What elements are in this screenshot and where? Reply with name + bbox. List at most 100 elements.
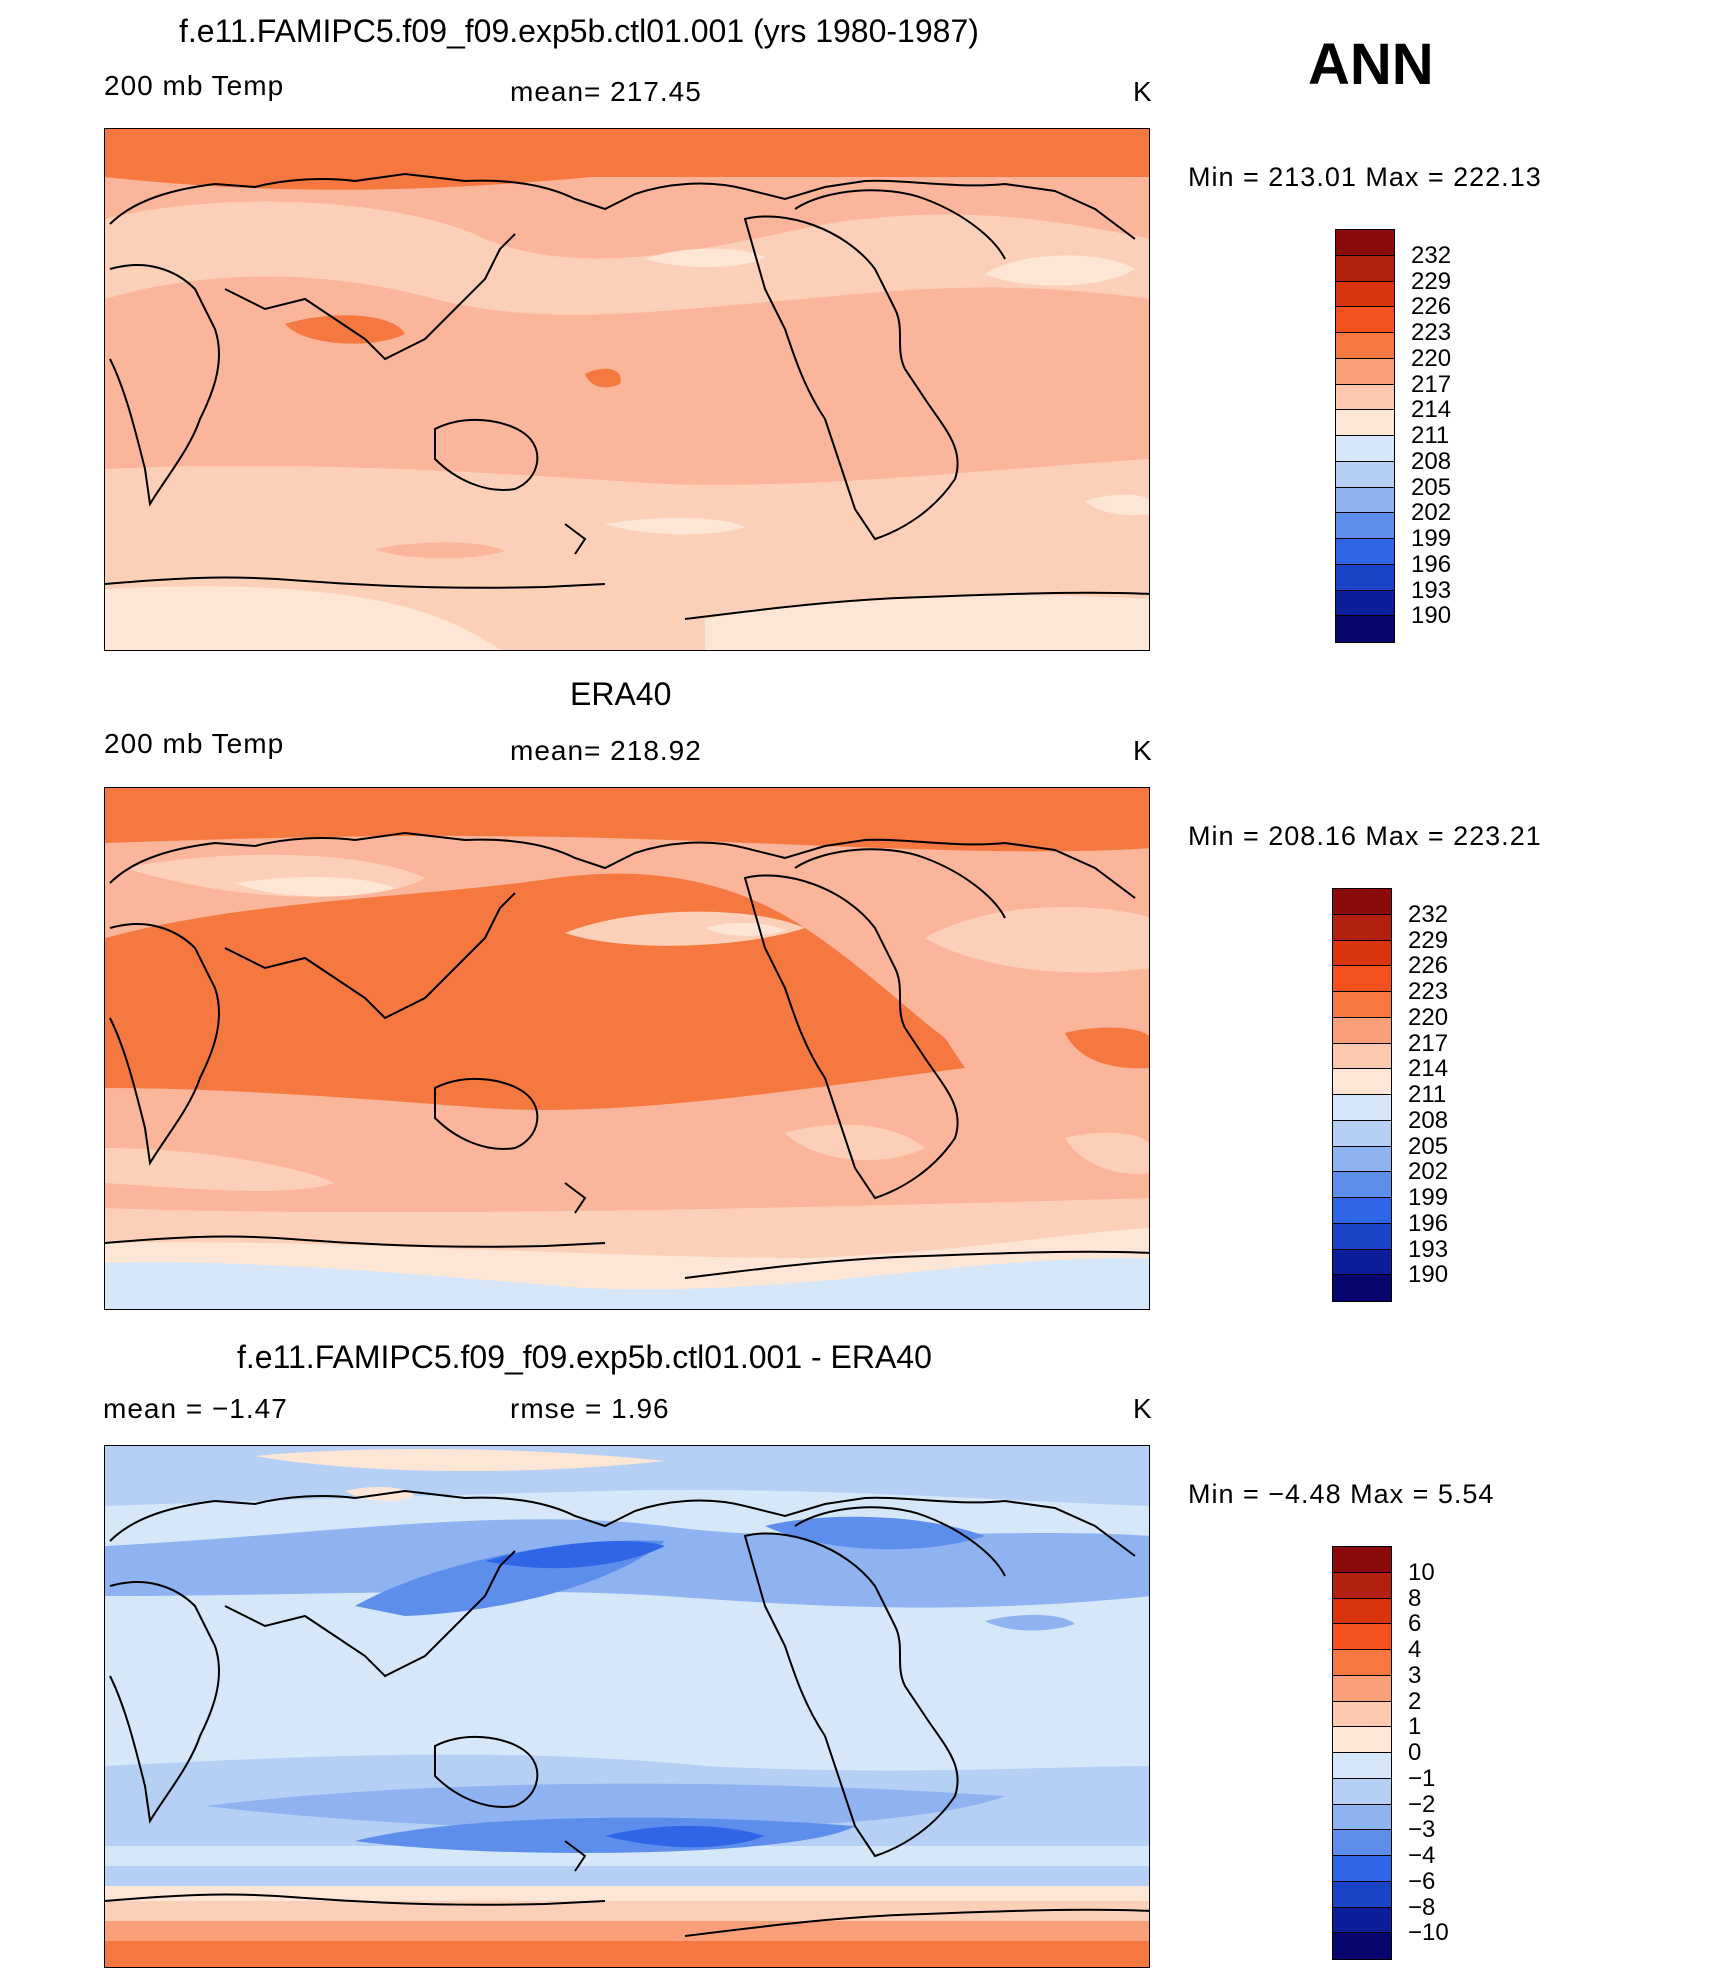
colorbar-swatch [1332,1068,1392,1096]
colorbar-tick-label: 217 [1408,1029,1449,1057]
colorbar-tick-label: 2 [1408,1687,1422,1715]
panel3-rmse: rmse = 1.96 [510,1393,670,1424]
colorbar-tick-label: 214 [1408,1055,1449,1083]
colorbar-swatch [1332,1094,1392,1122]
colorbar-swatch [1332,1546,1392,1574]
colorbar-tick-label: 190 [1411,602,1452,630]
colorbar-swatch [1332,1623,1392,1651]
colorbar-swatch [1332,1752,1392,1780]
panel2-title: ERA40 [570,676,672,712]
colorbar-swatch [1332,1700,1392,1728]
colorbar-tick-label: 0 [1408,1739,1422,1766]
colorbar-swatch [1332,1855,1392,1883]
panel2-map [104,787,1150,1310]
colorbar-tick-label: 211 [1408,1081,1447,1108]
colorbar-tick-label: 214 [1411,396,1452,424]
colorbar-swatch [1335,486,1395,514]
panel1-title: f.e11.FAMIPC5.f09_f09.exp5b.ctl01.001 (y… [179,13,979,49]
panel3-units: K [1133,1393,1153,1424]
colorbar-tick-label: 1 [1408,1713,1422,1741]
panel1-units: K [1133,76,1153,107]
colorbar-tick-label: 229 [1411,267,1452,295]
colorbar-swatch [1335,280,1395,308]
colorbar-tick-label: 217 [1411,370,1452,398]
colorbar-tick-label: 205 [1408,1132,1449,1160]
colorbar-swatch [1335,460,1395,488]
panel1-map [104,128,1150,651]
colorbar-tick-label: 220 [1411,344,1452,372]
panel3-map [104,1445,1150,1968]
colorbar-tick-label: 193 [1411,576,1452,604]
colorbar-swatch [1335,332,1395,360]
colorbar-tick-label: −2 [1408,1790,1436,1818]
colorbar-tick-label: −6 [1408,1867,1436,1895]
colorbar-swatch [1332,939,1392,967]
colorbar-swatch [1332,1674,1392,1702]
colorbar-tick-label: −8 [1408,1893,1436,1921]
colorbar-swatch [1335,306,1395,334]
colorbar-tick-label: 199 [1408,1184,1449,1211]
colorbar-tick-label: −10 [1408,1919,1449,1947]
colorbar-tick-label: 199 [1411,525,1452,552]
season-label: ANN [1308,32,1434,97]
colorbar-tick-label: 232 [1408,900,1449,928]
panel2-mean: mean= 218.92 [510,735,702,766]
colorbar-swatch [1332,1649,1392,1677]
colorbar-swatch [1335,563,1395,591]
colorbar-swatch [1332,1932,1392,1960]
panel2-minmax: Min = 208.16 Max = 223.21 [1188,821,1542,851]
colorbar-tick-label: 190 [1408,1261,1449,1289]
colorbar-swatch [1335,538,1395,566]
panel1-colorbar: 232 229 226 223 220 217 214 211 208 205 202 199 196 1… [1335,229,1451,643]
colorbar-tick-label: 8 [1408,1584,1422,1612]
panel1-minmax: Min = 213.01 Max = 222.13 [1188,162,1542,192]
colorbar-tick-label: 226 [1411,293,1452,321]
panel2-units: K [1133,735,1153,766]
colorbar-tick-label: 202 [1411,499,1452,527]
colorbar-tick-label: −1 [1408,1764,1436,1792]
colorbar-tick-label: 205 [1411,473,1452,501]
colorbar-swatch [1332,1197,1392,1225]
panel1-mean: mean= 217.45 [510,76,702,107]
colorbar-swatch [1335,512,1395,540]
colorbar-swatch [1332,1880,1392,1908]
colorbar-tick-label: 223 [1408,978,1449,1005]
colorbar-tick-label: 211 [1411,422,1450,449]
colorbar-swatch [1332,1829,1392,1857]
colorbar-swatch [1332,888,1392,916]
colorbar-swatch [1335,357,1395,385]
colorbar-tick-label: 232 [1411,241,1452,269]
colorbar-tick-label: −4 [1408,1842,1436,1869]
colorbar-swatch [1332,1222,1392,1250]
colorbar-swatch [1332,1803,1392,1831]
colorbar-tick-label: 229 [1408,926,1449,954]
colorbar-swatch [1335,229,1395,257]
colorbar-tick-label: 220 [1408,1003,1449,1031]
colorbar-swatch [1332,1274,1392,1302]
colorbar-swatch [1335,615,1395,643]
colorbar-swatch [1332,1571,1392,1599]
colorbar-swatch [1332,1042,1392,1070]
colorbar-tick-label: 196 [1411,550,1452,578]
colorbar-swatch [1332,1597,1392,1625]
colorbar-swatch [1332,1248,1392,1276]
colorbar-swatch [1332,1119,1392,1147]
colorbar-tick-label: 10 [1408,1558,1435,1586]
colorbar-swatch [1332,1726,1392,1754]
colorbar-swatch [1332,1016,1392,1044]
colorbar-tick-label: 4 [1408,1636,1422,1663]
panel3-minmax: Min = −4.48 Max = 5.54 [1188,1479,1495,1509]
colorbar-swatch [1335,589,1395,617]
colorbar-swatch [1332,1145,1392,1173]
colorbar-swatch [1335,254,1395,282]
colorbar-tick-label: 3 [1408,1661,1422,1689]
colorbar-swatch [1332,1906,1392,1934]
panel3-title: f.e11.FAMIPC5.f09_f09.exp5b.ctl01.001 - … [237,1339,932,1375]
colorbar-tick-label: 196 [1408,1209,1449,1237]
colorbar-tick-label: 208 [1408,1106,1449,1134]
colorbar-swatch [1332,1171,1392,1199]
colorbar-tick-label: 202 [1408,1158,1449,1186]
colorbar-swatch [1332,913,1392,941]
colorbar-tick-label: 208 [1411,447,1452,475]
panel2-colorbar: 232 229 226 223 220 217 214 211 208 205 202 199 196 1… [1332,888,1448,1302]
